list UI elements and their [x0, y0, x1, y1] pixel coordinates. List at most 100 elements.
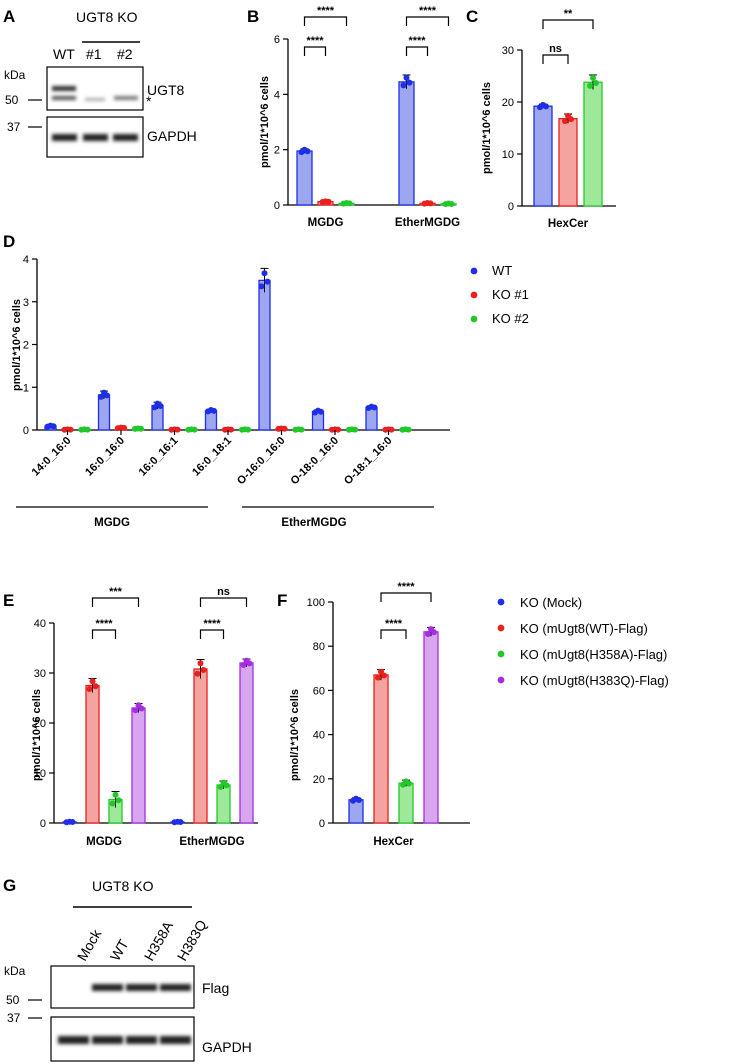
- chart-b-ytick-label-2: 4: [274, 89, 280, 101]
- chart-d-point-s0-c4-2: [264, 278, 271, 285]
- chart-c-bar-s0-c0: [533, 105, 553, 207]
- blot-a-band-ugt8: UGT8: [147, 82, 185, 98]
- blot-a-marker-50: 50: [5, 93, 19, 107]
- chart-e-ytick-label-1: 10: [34, 768, 46, 780]
- chart-d-category-2: 16:0_16:1: [137, 435, 181, 479]
- chart-e-significance-1: ****: [95, 618, 113, 630]
- chart-d-bar-s0-c1: [97, 394, 111, 431]
- chart-f-ylabel: pmol/1*10^6 cells: [289, 689, 301, 781]
- chart-d-point-s0-c4-0: [258, 283, 265, 290]
- blot-a-asterisk: *: [146, 93, 152, 109]
- chart-f-bar-s1-c0: [373, 674, 389, 824]
- chart-e-point-s0-c1-2: [177, 819, 184, 826]
- chart-f-ytick-label-1: 20: [313, 774, 325, 786]
- chart-f-bracket-1: [380, 629, 407, 639]
- chart-d-category-6: O-18:1_16:0: [342, 435, 395, 488]
- chart-d-plot: 0 1 2 3 4 14:0_16:0 16:0_16:0 16:0_16:1 16:0_18:…: [23, 254, 450, 487]
- legend-d-marker-ko1: [470, 291, 478, 299]
- chart-e-point-s1-c0-2: [92, 683, 99, 690]
- chart-e-point-s1-c1-2: [200, 666, 207, 673]
- blot-g-band-gapdh: GAPDH: [202, 1039, 252, 1055]
- chart-e-bracket-2: [199, 597, 248, 607]
- chart-d-point-s2-c1-2: [138, 425, 144, 432]
- blot-g-flag-band-h358a: [126, 984, 157, 991]
- chart-c-bracket-0: [542, 19, 594, 29]
- chart-f: F pmol/1*10^6 cells 0 20 40 60 80 100 HexCer **…: [277, 581, 470, 848]
- legend-ef-label-h383q: KO (mUgt8(H383Q)-Flag): [520, 673, 669, 688]
- chart-f-ytick-label-0: 0: [319, 818, 325, 830]
- chart-e-category-1: EtherMGDG: [179, 836, 244, 848]
- chart-d-point-s0-c1-0: [98, 393, 104, 400]
- legend-d: WT KO #1 KO #2: [470, 263, 529, 326]
- chart-f-ytick-label-5: 100: [307, 597, 325, 609]
- chart-d-ytick-label-0: 0: [23, 425, 29, 437]
- chart-f-bracket-0: [380, 592, 432, 602]
- chart-f-point-s3-c0-2: [431, 629, 437, 636]
- chart-d-point-s1-c2-2: [174, 426, 181, 433]
- chart-f-point-s1-c0-0: [375, 674, 381, 681]
- legend-ef-label-mock: KO (Mock): [520, 595, 582, 610]
- chart-e-point-s3-c0-2: [138, 705, 145, 712]
- blot-a-band-gapdh: GAPDH: [147, 128, 197, 144]
- chart-d-point-s0-c0-2: [50, 423, 57, 430]
- chart-d-point-s2-c3-2: [245, 426, 251, 433]
- chart-c-point-s1-c0-2: [568, 116, 574, 123]
- chart-f-category-0: HexCer: [373, 836, 414, 848]
- chart-f-plot: 0 20 40 60 80 100 HexCer **** ****: [307, 581, 470, 848]
- chart-b-bracket-1: [303, 46, 327, 56]
- chart-d-point-s2-c6-2: [405, 426, 412, 433]
- chart-e-category-0: MGDG: [86, 836, 122, 848]
- chart-d-ylabel: pmol/1*10^6 cells: [11, 299, 23, 391]
- blot-a-gapdh-bands: [52, 134, 138, 141]
- legend-d-marker-ko2: [470, 315, 478, 323]
- chart-d-category-5: O-18:0_16:0: [289, 435, 342, 488]
- chart-b-bar-s0-c1: [398, 81, 415, 206]
- chart-b-significance-3: ****: [408, 35, 426, 47]
- chart-b-significance-1: ****: [306, 35, 324, 47]
- chart-d-point-s2-c4-2: [298, 426, 305, 433]
- chart-c-bar-s2-c0: [583, 81, 603, 207]
- chart-e-point-s2-c0-2: [115, 797, 122, 804]
- chart-e-point-s1-c1-0: [194, 670, 201, 677]
- chart-c-point-s2-c0-1: [590, 74, 596, 81]
- legend-d-marker-wt: [470, 267, 478, 275]
- chart-d-point-s0-c5-2: [318, 408, 324, 415]
- chart-d-point-s2-c0-2: [84, 426, 91, 433]
- chart-e-point-s2-c0-0: [109, 800, 116, 807]
- blot-a-marker-37: 37: [7, 120, 21, 134]
- blot-g-flag-bands: [92, 984, 191, 991]
- chart-d-ytick-label-2: 2: [23, 340, 29, 352]
- blot-a-lane-2: #1: [86, 46, 102, 62]
- chart-e-bar-s1-c0: [85, 684, 100, 824]
- chart-e-bar-s1-c1: [193, 668, 208, 824]
- panel-label-g: G: [3, 876, 16, 895]
- chart-d-point-s0-c3-2: [211, 407, 217, 414]
- chart-c-point-s2-c0-2: [593, 79, 599, 86]
- chart-d-group-ethermgdg: EtherMGDG: [281, 517, 346, 529]
- chart-c-point-s1-c0-0: [562, 117, 568, 124]
- chart-c-significance-0: **: [564, 8, 573, 20]
- chart-d-point-s2-c2-2: [191, 426, 198, 433]
- blot-g-gapdh-bands: [58, 1036, 191, 1044]
- chart-f-bar-s3-c0: [423, 631, 439, 824]
- legend-ef-marker-wt: [497, 624, 505, 632]
- chart-e-ytick-label-2: 20: [34, 718, 46, 730]
- chart-d-ytick-label-1: 1: [23, 382, 29, 394]
- panel-label-e: E: [3, 591, 14, 610]
- blot-g-flag-band-h383q: [160, 984, 191, 991]
- chart-f-bar-s0-c0: [348, 799, 364, 824]
- chart-c-ytick-label-1: 10: [502, 149, 514, 161]
- chart-d-point-s1-c0-2: [67, 426, 74, 433]
- chart-b-point-s0-c1-0: [400, 82, 407, 89]
- chart-d-category-4: O-16:0_16:0: [235, 435, 288, 488]
- legend-ef-marker-mock: [497, 598, 505, 606]
- chart-d-point-s0-c2-2: [157, 402, 164, 409]
- legend-ef-marker-h383q: [497, 676, 505, 684]
- chart-e-ytick-label-3: 30: [34, 668, 46, 680]
- chart-b-bracket-3: [405, 46, 429, 56]
- chart-c-ytick-label-3: 30: [502, 45, 514, 57]
- chart-b-bracket-0: [303, 16, 348, 26]
- chart-c-bracket-1: [542, 54, 569, 64]
- chart-b-point-s2-c0-2: [346, 200, 353, 207]
- chart-e-bar-s3-c1: [239, 662, 254, 824]
